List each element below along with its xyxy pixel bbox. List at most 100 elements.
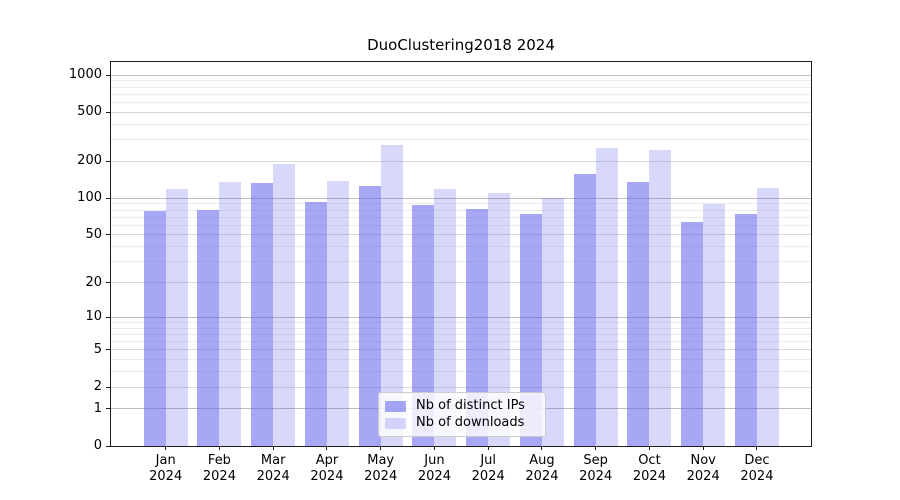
legend-row-distinct-ips: Nb of distinct IPs <box>385 398 539 414</box>
gridline-minor <box>111 359 811 361</box>
y-tick-label: 1 <box>93 400 102 416</box>
x-tick-mark <box>756 446 758 450</box>
bar-downloads-may <box>380 144 403 446</box>
x-tick-mark <box>326 446 328 450</box>
gridline-minor <box>111 123 811 125</box>
legend-swatch-downloads <box>385 417 406 429</box>
gridline-major <box>111 282 811 284</box>
gridline-minor <box>111 139 811 141</box>
bar-downloads-apr <box>326 180 349 446</box>
y-tick-label: 20 <box>85 274 102 290</box>
x-tick-yearline: 2024 <box>202 469 236 484</box>
bar-downloads-oct <box>649 150 672 446</box>
x-tick-mark <box>433 446 435 450</box>
x-tick-month: Mar <box>260 453 286 468</box>
x-tick-yearline: 2024 <box>149 469 183 484</box>
x-tick-yearline: 2024 <box>417 469 451 484</box>
x-tick-label: Mar 2024 <box>241 453 305 485</box>
y-tick-mark <box>106 282 110 284</box>
gridline-major <box>111 234 811 236</box>
gridline-major <box>111 349 811 351</box>
gridline-minor <box>111 102 811 104</box>
x-tick-mark <box>648 446 650 450</box>
x-tick-month: Dec <box>744 453 770 468</box>
bar-distinct-ips-jan <box>143 210 166 446</box>
y-tick-mark <box>106 316 110 318</box>
bar-distinct-ips-jul <box>466 208 489 446</box>
y-tick-mark <box>106 160 110 162</box>
gridline-minor <box>111 209 811 211</box>
bar-downloads-nov <box>703 203 726 446</box>
gridline-minor <box>111 371 811 373</box>
y-tick-label: 5 <box>93 341 102 357</box>
x-tick-month: Jan <box>155 453 176 468</box>
x-tick-label: Jan 2024 <box>134 453 198 485</box>
gridline-major <box>111 197 811 199</box>
x-tick-month: Oct <box>638 453 661 468</box>
x-tick-label: Jul 2024 <box>456 453 520 485</box>
bar-downloads-sep <box>595 147 618 446</box>
x-tick-label: Nov 2024 <box>671 453 735 485</box>
x-tick-yearline: 2024 <box>740 469 774 484</box>
x-tick-mark <box>272 446 274 450</box>
x-tick-yearline: 2024 <box>686 469 720 484</box>
bar-downloads-feb <box>219 182 242 446</box>
y-tick-mark <box>106 349 110 351</box>
y-tick-label: 1000 <box>68 67 102 83</box>
y-tick-label: 50 <box>85 226 102 242</box>
x-tick-yearline: 2024 <box>632 469 666 484</box>
legend-label-downloads: Nb of downloads <box>416 415 525 430</box>
bar-downloads-jan <box>165 188 188 446</box>
x-tick-mark <box>702 446 704 450</box>
x-tick-label: Sep 2024 <box>564 453 628 485</box>
bar-distinct-ips-apr <box>304 201 327 446</box>
gridline-minor <box>111 216 811 218</box>
gridline-major <box>111 386 811 388</box>
bar-downloads-jul <box>488 193 511 446</box>
gridline-minor <box>111 203 811 205</box>
y-tick-mark <box>106 74 110 76</box>
bar-distinct-ips-sep <box>573 173 596 446</box>
x-tick-month: Apr <box>315 453 339 468</box>
y-tick-label: 200 <box>77 153 102 169</box>
gridline-minor <box>111 321 811 323</box>
bar-downloads-mar <box>273 164 296 446</box>
y-tick-mark <box>106 111 110 113</box>
gridline-minor <box>111 246 811 248</box>
gridline-minor <box>111 327 811 329</box>
x-tick-month: Sep <box>583 453 608 468</box>
y-tick-mark <box>106 234 110 236</box>
legend-row-downloads: Nb of downloads <box>385 415 539 431</box>
legend-label-distinct-ips: Nb of distinct IPs <box>416 398 525 413</box>
bar-downloads-dec <box>756 188 779 446</box>
bar-distinct-ips-dec <box>734 214 757 446</box>
x-tick-mark <box>218 446 220 450</box>
x-tick-label: Oct 2024 <box>617 453 681 485</box>
y-tick-label: 100 <box>77 190 102 206</box>
gridline-major <box>111 160 811 162</box>
bar-distinct-ips-nov <box>681 221 704 446</box>
y-tick-mark <box>106 445 110 447</box>
bar-downloads-aug <box>541 198 564 446</box>
x-tick-mark <box>541 446 543 450</box>
gridline-minor <box>111 261 811 263</box>
x-tick-yearline: 2024 <box>256 469 290 484</box>
x-tick-label: Dec 2024 <box>725 453 789 485</box>
plot-area <box>110 61 812 447</box>
x-tick-label: May 2024 <box>349 453 413 485</box>
y-tick-mark <box>106 386 110 388</box>
bar-distinct-ips-oct <box>627 181 650 446</box>
y-tick-label: 10 <box>85 309 102 325</box>
gridline-minor <box>111 86 811 88</box>
x-tick-label: Apr 2024 <box>295 453 359 485</box>
gridline-minor <box>111 341 811 343</box>
gridline-major <box>111 74 811 76</box>
x-tick-yearline: 2024 <box>471 469 505 484</box>
x-tick-month: Aug <box>529 453 555 468</box>
gridline-minor <box>111 80 811 82</box>
y-tick-mark <box>106 197 110 199</box>
x-tick-mark <box>380 446 382 450</box>
x-tick-mark <box>595 446 597 450</box>
y-tick-mark <box>106 408 110 410</box>
